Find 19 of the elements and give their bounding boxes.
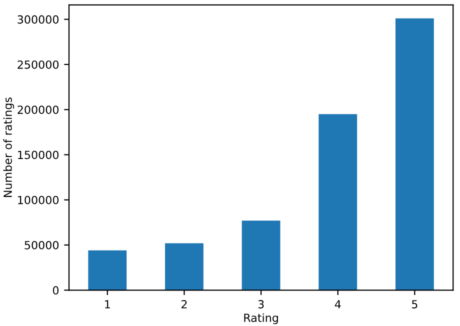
y-tick-label: 50000 (24, 240, 59, 250)
y-tick-label: 100000 (18, 196, 59, 204)
bar (88, 250, 127, 290)
y-axis-title: Number of ratings (3, 98, 14, 197)
bar (318, 114, 358, 290)
x-tick-label: 2 (182, 300, 187, 308)
y-tick-label: 300000 (18, 15, 59, 24)
y-tick-label: 250000 (18, 60, 59, 69)
x-tick-label: 1 (105, 300, 110, 308)
y-tick-label: 0 (52, 286, 59, 295)
bar (395, 18, 434, 290)
x-tick-label: 4 (334, 300, 341, 308)
y-tick-label: 150000 (18, 150, 59, 160)
x-axis-title: Rating (244, 313, 278, 324)
x-tick-label: 3 (258, 300, 264, 308)
x-tick-label: 5 (412, 300, 418, 308)
y-tick-label: 200000 (18, 106, 59, 114)
bar (165, 243, 204, 290)
bar (242, 220, 280, 290)
